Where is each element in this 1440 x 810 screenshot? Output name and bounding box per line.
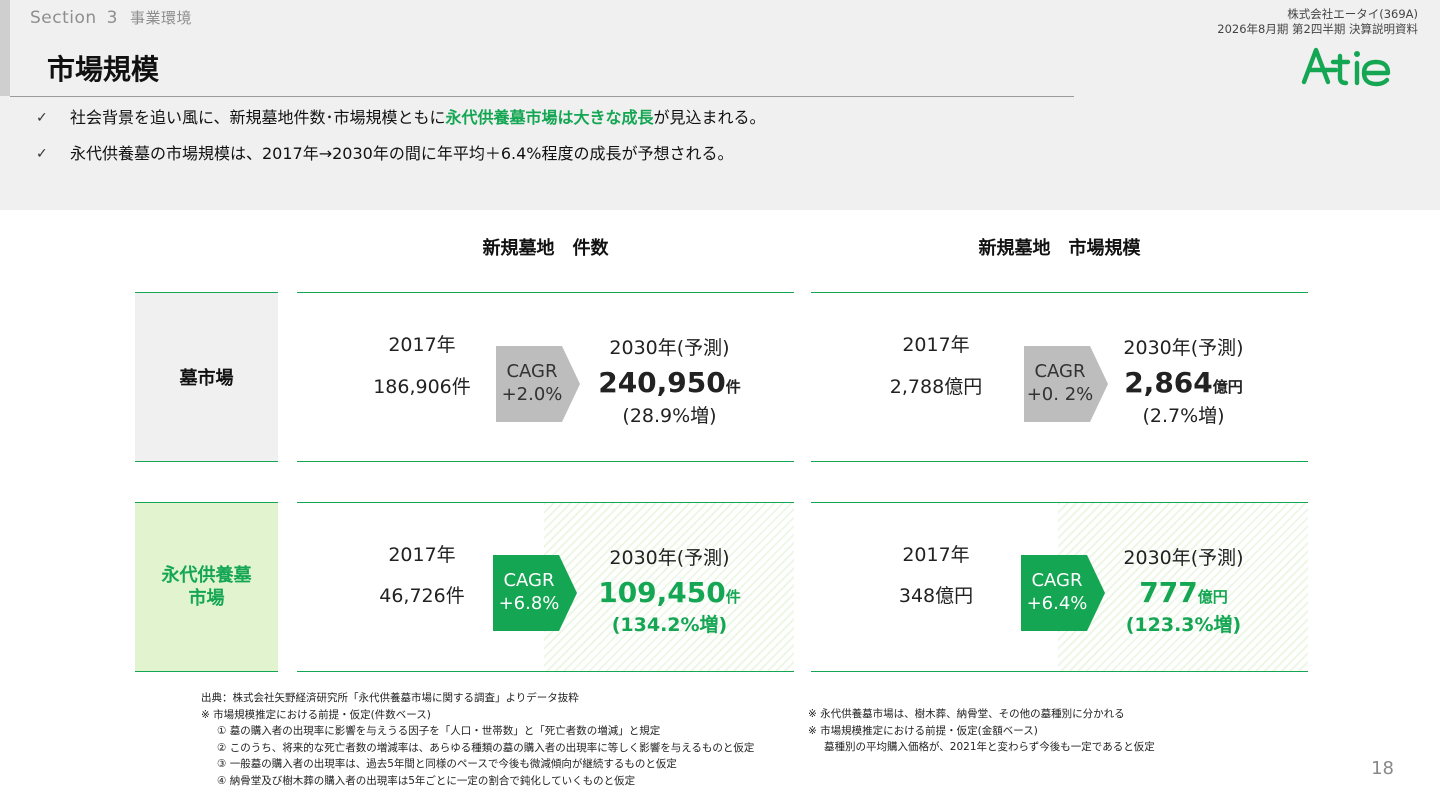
arrow-shape — [493, 555, 577, 631]
value-from: 186,906件 — [373, 376, 471, 398]
bullet-highlight: 永代供養墓市場は大きな成長 — [445, 108, 654, 127]
assumption-item: ① 墓の購入者の出現率に影響を与えうる因子を「人口・世帯数」と「死亡者数の増減」… — [217, 725, 661, 737]
check-icon: ✓ — [36, 146, 48, 162]
row-label-eternal-market: 永代供養墓 市場 — [135, 502, 278, 672]
assumption-title: ※ 市場規模推定における前提・仮定(件数ベース) — [201, 708, 431, 721]
row-label-text: 墓市場 — [179, 368, 234, 389]
note-line: ※ 永代供養墓市場は、樹木葬、納骨堂、その他の墓種別に分かれる — [808, 708, 1125, 720]
growth-rate: (134.2%増) — [611, 614, 728, 636]
section-number: 3 — [106, 8, 118, 28]
year-from: 2017年 — [388, 544, 456, 566]
arrow-shape — [1021, 555, 1105, 631]
bullet-item: ✓ 永代供養墓の市場規模は、2017年→2030年の間に年平均＋6.4%程度の成… — [36, 142, 766, 178]
note-line: ※ 市場規模推定における前提・仮定(金額ベース) — [808, 724, 1038, 737]
cagr-label: CAGR +6.8% — [498, 570, 560, 614]
bullet-item: ✓ 社会背景を追い風に、新規墓地件数･市場規模ともに永代供養墓市場は大きな成長が… — [36, 106, 766, 142]
year-to: 2030年(予測) — [1123, 547, 1244, 569]
cagr-label: CAGR +0. 2% — [1026, 361, 1094, 405]
year-to: 2030年(予測) — [609, 337, 730, 359]
page-number: 18 — [1371, 758, 1394, 779]
atie-logo — [1301, 47, 1391, 87]
cagr-arrow: CAGR +6.4% — [1021, 555, 1105, 631]
value-from: 2,788億円 — [889, 376, 983, 398]
source-note: 出典：株式会社矢野経済研究所「永代供養墓市場に関する調査」よりデータ抜粋 — [201, 692, 579, 704]
row-label-grave-market: 墓市場 — [135, 292, 278, 462]
title-underline — [10, 96, 1074, 97]
panel-grave-count: 2017年 186,906件 CAGR +2.0% 2030年(予測) 240,9… — [297, 292, 794, 462]
bullet-text: 社会背景を追い風に、新規墓地件数･市場規模ともに — [70, 108, 446, 127]
summary-bullets: ✓ 社会背景を追い風に、新規墓地件数･市場規模ともに永代供養墓市場は大きな成長が… — [36, 106, 766, 178]
cagr-label: CAGR +6.4% — [1026, 570, 1088, 614]
value-to: 2,864億円 — [1124, 366, 1243, 399]
report-name: 2026年8月期 第2四半期 決算説明資料 — [1217, 22, 1418, 36]
value-from: 348億円 — [898, 585, 974, 607]
year-from: 2017年 — [902, 544, 970, 566]
section-label: Section 3 事業環境 — [30, 7, 192, 28]
year-to: 2030年(予測) — [609, 547, 730, 569]
footnotes-left: 出典：株式会社矢野経済研究所「永代供養墓市場に関する調査」よりデータ抜粋 ※ 市… — [201, 690, 754, 789]
growth-rate: (123.3%増) — [1125, 614, 1242, 636]
row-label-text: 市場 — [188, 588, 225, 609]
growth-rate: (2.7%増) — [1142, 405, 1225, 427]
value-to: 240,950件 — [598, 366, 741, 399]
footnotes-right: ※ 永代供養墓市場は、樹木葬、納骨堂、その他の墓種別に分かれる ※ 市場規模推定… — [808, 706, 1155, 756]
growth-rate: (28.9%増) — [622, 405, 717, 427]
year-to: 2030年(予測) — [1123, 337, 1244, 359]
assumption-item: ③ 一般墓の購入者の出現率は、過去5年間と同様のペースで今後も微減傾向が継続する… — [217, 758, 677, 770]
column-header-count: 新規墓地 件数 — [482, 238, 609, 259]
company-name: 株式会社エータイ(369A) — [1287, 7, 1418, 21]
bullet-text-end: が見込まれる。 — [653, 108, 766, 127]
panel-grave-size: 2017年 2,788億円 CAGR +0. 2% 2030年(予測) 2,864… — [811, 292, 1308, 462]
panel-eternal-size: 2017年 348億円 CAGR +6.4% 2030年(予測) 777億円 (1… — [811, 502, 1308, 672]
assumption-item: ② このうち、将来的な死亡者数の増減率は、あらゆる種類の墓の購入者の出現率に等し… — [217, 741, 755, 754]
value-from: 46,726件 — [379, 585, 465, 607]
note-line: 墓種別の平均購入価格が、2021年と変わらず今後も一定であると仮定 — [824, 741, 1155, 753]
check-icon: ✓ — [36, 110, 48, 126]
panel-eternal-count: 2017年 46,726件 CAGR +6.8% 2030年(予測) 109,45… — [297, 502, 794, 672]
cagr-arrow: CAGR +0. 2% — [1024, 346, 1108, 422]
company-info: 株式会社エータイ(369A) 2026年8月期 第2四半期 決算説明資料 — [1217, 7, 1418, 37]
header-band — [0, 0, 1440, 210]
title-accent-bar — [0, 0, 10, 96]
cagr-arrow: CAGR +2.0% — [496, 346, 580, 422]
cagr-label: CAGR +2.0% — [501, 361, 563, 405]
row-label-text: 永代供養墓 — [161, 565, 252, 586]
cagr-arrow: CAGR +6.8% — [493, 555, 577, 631]
page-title: 市場規模 — [47, 53, 160, 86]
value-to: 109,450件 — [598, 576, 741, 609]
section-text: Section — [30, 8, 97, 28]
section-subtitle: 事業環境 — [130, 9, 193, 27]
column-header-size: 新規墓地 市場規模 — [978, 238, 1141, 259]
year-from: 2017年 — [902, 334, 970, 356]
assumption-item: ④ 納骨堂及び樹木葬の購入者の出現率は5年ごとに一定の割合で鈍化していくものと仮… — [217, 774, 636, 787]
hatch-background — [544, 503, 794, 671]
year-from: 2017年 — [388, 334, 456, 356]
arrow-shape — [496, 346, 580, 422]
value-to: 777億円 — [1139, 576, 1228, 609]
arrow-shape — [1024, 346, 1108, 422]
bullet-text: 永代供養墓の市場規模は、2017年→2030年の間に年平均＋6.4%程度の成長が… — [70, 144, 734, 163]
